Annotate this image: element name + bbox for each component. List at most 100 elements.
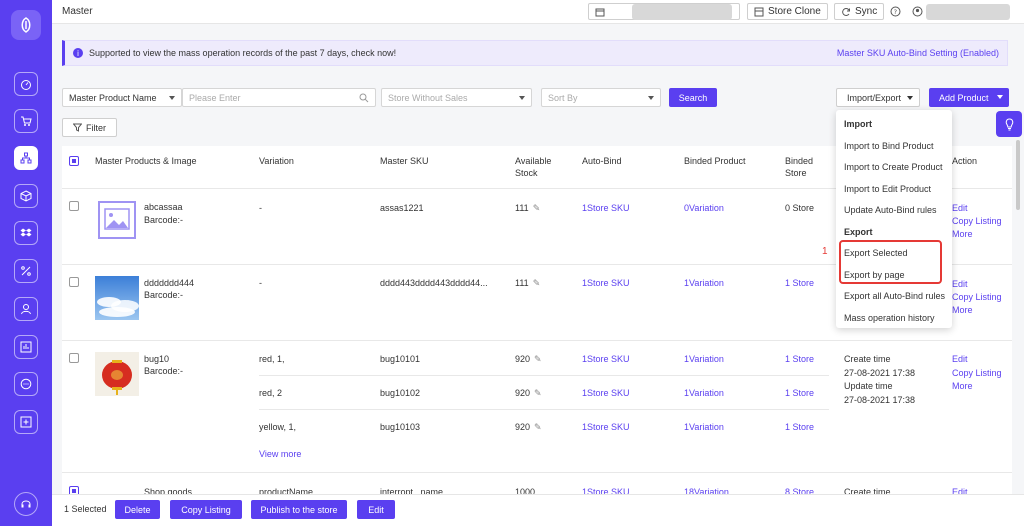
variation-value: - — [259, 203, 262, 213]
dropbox-icon[interactable] — [14, 221, 38, 245]
help-icon[interactable]: ? — [890, 6, 901, 17]
menu-item-import-edit[interactable]: Import to Edit Product — [844, 184, 932, 194]
update-time-label: Update time — [844, 381, 893, 391]
sku-value: bug10103 — [380, 422, 421, 432]
menu-header-import: Import — [844, 119, 872, 129]
binded-store-link[interactable]: 1 Store — [785, 278, 815, 288]
autobind-link[interactable]: 1Store SKU — [582, 422, 630, 432]
edit-button[interactable]: Edit — [357, 500, 395, 519]
product-image-lantern[interactable] — [95, 352, 139, 396]
edit-pencil-icon[interactable]: ✎ — [534, 422, 542, 432]
binded-product-link[interactable]: 1Variation — [684, 422, 724, 432]
col-header-variation: Variation — [259, 156, 294, 166]
add-app-icon[interactable] — [14, 410, 38, 434]
product-barcode: Barcode:- — [144, 215, 184, 225]
more-link[interactable]: More — [952, 229, 973, 239]
edit-link[interactable]: Edit — [952, 487, 968, 497]
filter-button[interactable]: Filter — [62, 118, 117, 137]
autobind-link[interactable]: 1Store SKU — [582, 203, 630, 213]
blurred-account-region — [926, 4, 1010, 20]
menu-item-mass-operation-history[interactable]: Mass operation history — [844, 313, 935, 323]
select-all-checkbox[interactable] — [69, 156, 79, 166]
chat-icon[interactable] — [14, 372, 38, 396]
stock-cell: 111 ✎ — [515, 277, 540, 289]
store-clone-button[interactable]: Store Clone — [747, 3, 828, 20]
binded-product-link[interactable]: 0Variation — [684, 203, 724, 213]
chevron-down-icon — [907, 96, 913, 100]
copy-listing-link[interactable]: Copy Listing — [952, 368, 1002, 378]
menu-item-import-bind[interactable]: Import to Bind Product — [844, 141, 934, 151]
binded-store-link[interactable]: 8 Store — [785, 487, 815, 497]
publish-to-store-button[interactable]: Publish to the store — [251, 500, 347, 519]
binded-product-link[interactable]: 1Variation — [684, 278, 724, 288]
stock-value: 111 — [515, 203, 529, 213]
edit-link[interactable]: Edit — [952, 279, 968, 289]
stock-cell: 920 ✎ — [515, 421, 542, 433]
binded-product-link[interactable]: 18Variation — [684, 487, 729, 497]
copy-listing-link[interactable]: Copy Listing — [952, 216, 1002, 226]
menu-item-export-autobind-rules[interactable]: Export all Auto-Bind rules — [844, 291, 946, 301]
copy-listing-link[interactable]: Copy Listing — [952, 292, 1002, 302]
edit-link[interactable]: Edit — [952, 354, 968, 364]
image-placeholder-icon[interactable] — [97, 200, 141, 244]
autobind-link[interactable]: 1Store SKU — [582, 487, 630, 497]
copy-listing-button[interactable]: Copy Listing — [170, 500, 242, 519]
add-product-button[interactable]: Add Product — [929, 88, 1009, 107]
search-icon[interactable] — [359, 93, 369, 103]
product-name: bug10 — [144, 354, 170, 364]
variation-value: red, 2 — [259, 388, 283, 398]
search-input[interactable]: Please Enter — [182, 88, 376, 107]
row-checkbox[interactable] — [69, 201, 79, 211]
filter-button-label: Filter — [86, 122, 106, 133]
sync-button[interactable]: Sync — [834, 3, 885, 20]
divider — [62, 188, 1012, 189]
divider — [259, 375, 829, 376]
edit-pencil-icon[interactable]: ✎ — [532, 278, 541, 288]
view-more-link[interactable]: View more — [259, 449, 302, 459]
scrollbar-thumb[interactable] — [1016, 140, 1020, 210]
edit-pencil-icon[interactable]: ✎ — [532, 203, 541, 213]
logo-icon[interactable] — [11, 10, 41, 40]
search-field-select[interactable]: Master Product Name — [62, 88, 182, 107]
search-button[interactable]: Search — [669, 88, 717, 107]
binded-product-link[interactable]: 1Variation — [684, 354, 724, 364]
discount-icon[interactable] — [14, 259, 38, 283]
menu-header-export: Export — [844, 227, 873, 237]
edit-pencil-icon[interactable]: ✎ — [534, 388, 542, 398]
autobind-link[interactable]: 1Store SKU — [582, 354, 630, 364]
store-clone-label: Store Clone — [768, 6, 821, 17]
import-export-button[interactable]: Import/Export — [836, 88, 920, 107]
product-image-sky[interactable] — [95, 276, 139, 320]
edit-pencil-icon[interactable]: ✎ — [534, 354, 542, 364]
report-chart-icon[interactable] — [14, 335, 38, 359]
binded-store-link[interactable]: 1 Store — [785, 388, 815, 398]
sort-select[interactable]: Sort By — [541, 88, 661, 107]
menu-item-import-create[interactable]: Import to Create Product — [844, 162, 943, 172]
more-link[interactable]: More — [952, 381, 973, 391]
menu-item-export-selected[interactable]: Export Selected — [844, 248, 908, 258]
store-select[interactable]: Store Without Sales — [381, 88, 532, 107]
user-avatar-icon[interactable] — [912, 6, 923, 17]
autobind-link[interactable]: 1Store SKU — [582, 388, 630, 398]
autobind-link[interactable]: 1Store SKU — [582, 278, 630, 288]
row-checkbox[interactable] — [69, 353, 79, 363]
auto-bind-setting-link[interactable]: Master SKU Auto-Bind Setting (Enabled) — [836, 48, 999, 58]
more-link[interactable]: More — [952, 305, 973, 315]
cart-icon[interactable] — [14, 109, 38, 133]
product-hierarchy-icon[interactable] — [14, 146, 38, 170]
binded-product-link[interactable]: 1Variation — [684, 388, 724, 398]
binded-store-link[interactable]: 1 Store — [785, 354, 815, 364]
notice-message[interactable]: Supported to view the mass operation rec… — [89, 48, 397, 58]
edit-link[interactable]: Edit — [952, 203, 968, 213]
delete-button[interactable]: Delete — [115, 500, 160, 519]
dashboard-icon[interactable] — [14, 72, 38, 96]
users-icon[interactable] — [14, 297, 38, 321]
binded-store-link[interactable]: 1 Store — [785, 422, 815, 432]
package-icon[interactable] — [14, 184, 38, 208]
row-checkbox[interactable] — [69, 277, 79, 287]
menu-item-export-by-page[interactable]: Export by page — [844, 270, 905, 280]
tips-lightbulb-button[interactable] — [996, 111, 1022, 137]
headset-support-icon[interactable] — [14, 492, 38, 516]
menu-item-update-autobind[interactable]: Update Auto-Bind rules — [844, 205, 937, 215]
